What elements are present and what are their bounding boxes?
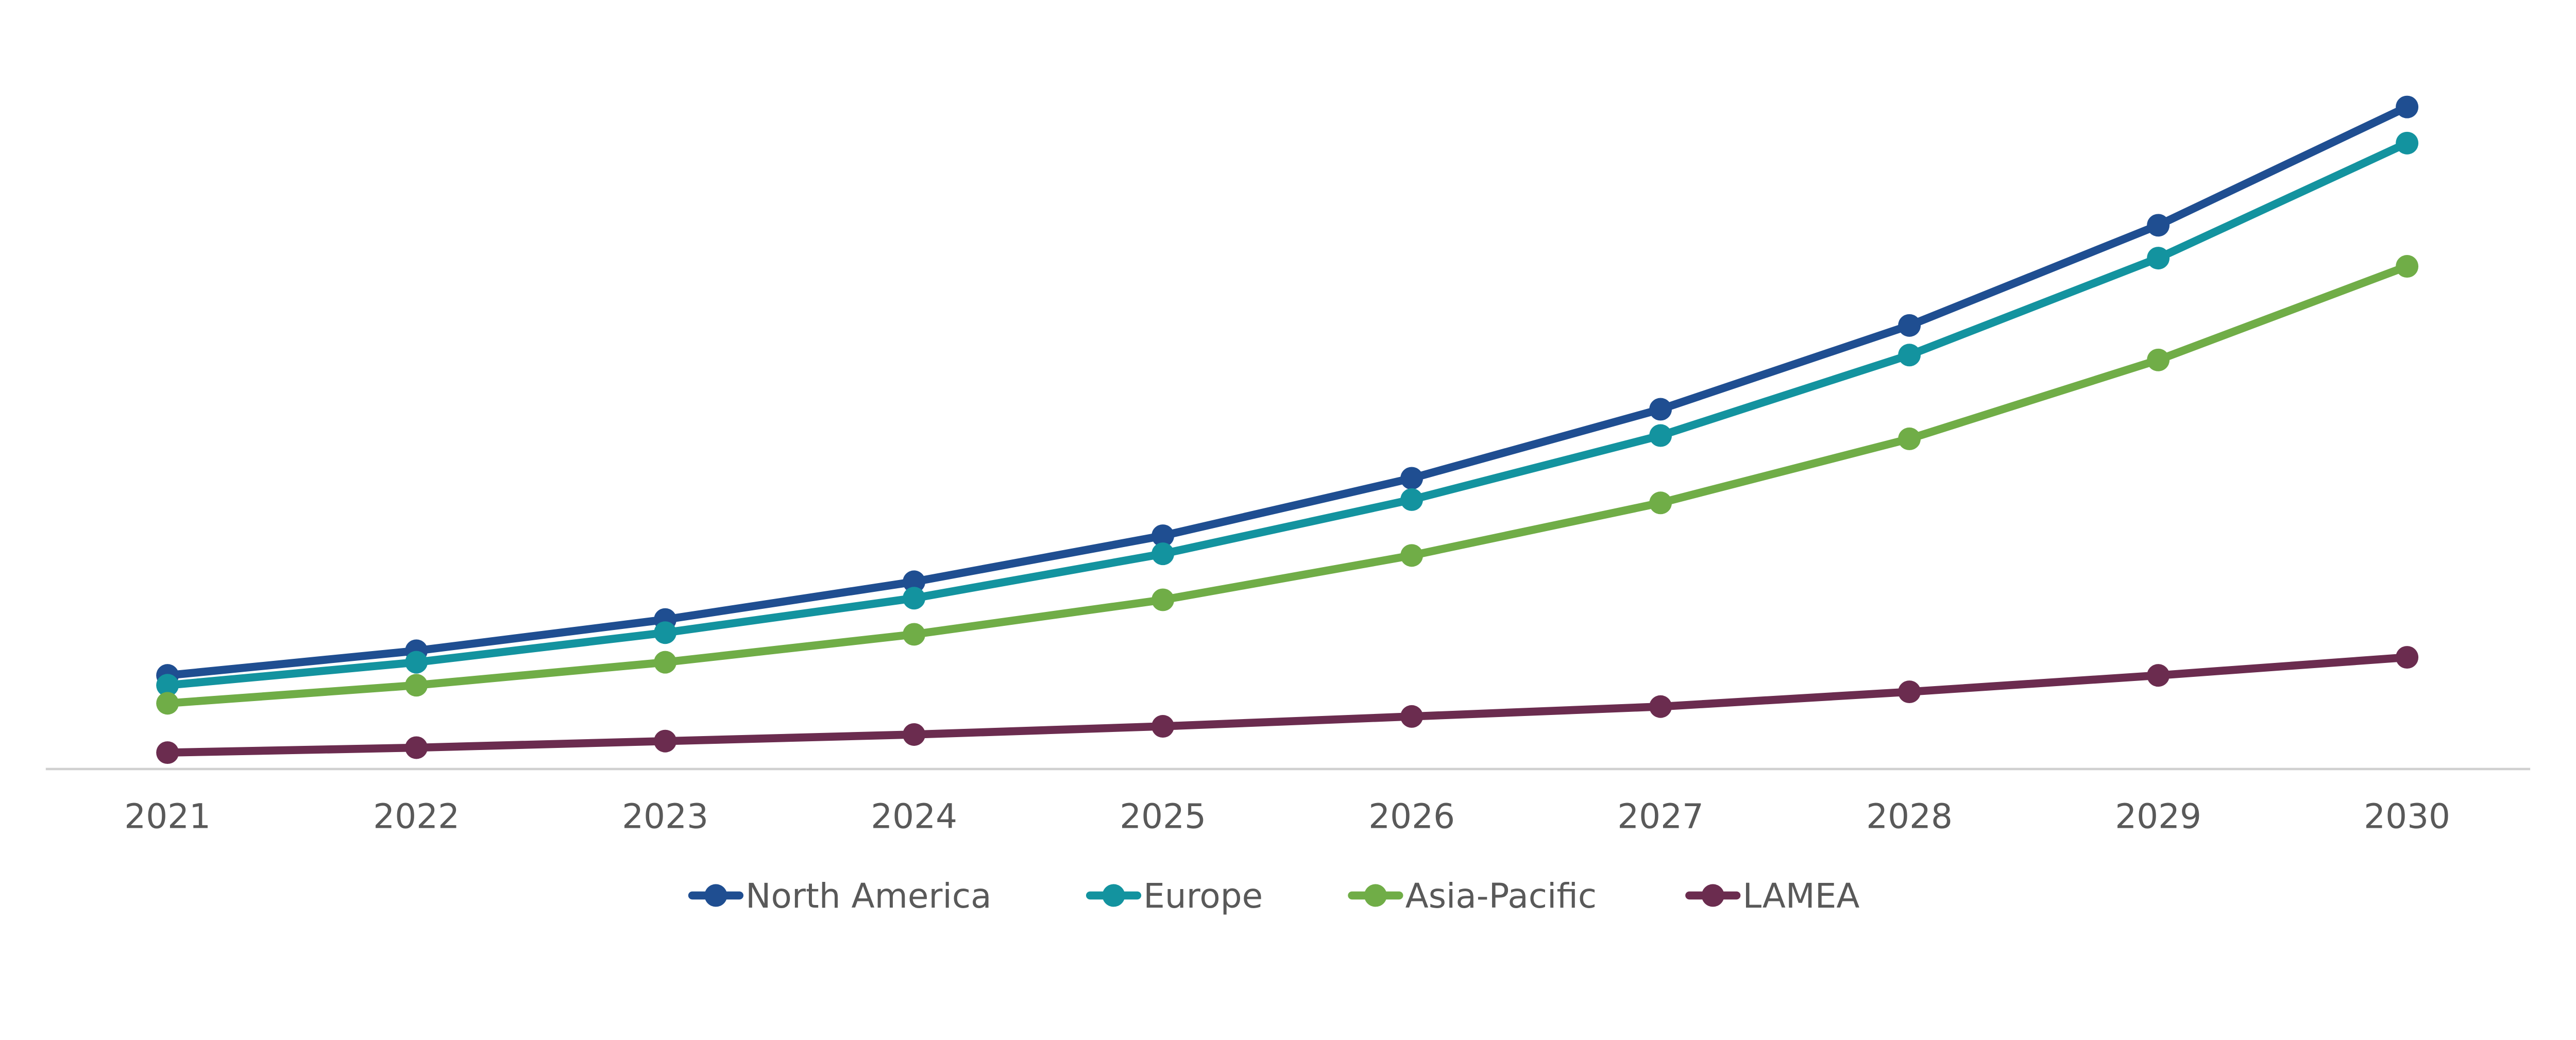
- data-point: [2147, 664, 2170, 687]
- data-point: [903, 587, 926, 610]
- data-point: [2147, 247, 2170, 270]
- data-point: [654, 651, 677, 674]
- data-point: [156, 741, 179, 764]
- data-point: [2147, 348, 2170, 371]
- series-line: [167, 103, 2409, 679]
- series-layer: [156, 95, 2419, 764]
- data-point: [405, 736, 428, 759]
- data-point: [903, 570, 926, 593]
- data-point: [1151, 715, 1175, 738]
- series-lamea: [156, 646, 2419, 764]
- series-europe: [156, 131, 2419, 697]
- legend: North America Europe Asia-Pacific LAMEA: [688, 876, 1860, 916]
- data-point: [2396, 255, 2419, 278]
- legend-dot-marker: [1102, 884, 1125, 907]
- data-point: [405, 651, 428, 674]
- x-tick-label: 2021: [124, 796, 211, 836]
- x-tick-label: 2027: [1617, 796, 1704, 836]
- legend-item[interactable]: Europe: [1086, 876, 1263, 916]
- data-point: [2396, 131, 2419, 155]
- legend-label: North America: [745, 876, 991, 916]
- x-tick-label: 2022: [373, 796, 460, 836]
- legend-item[interactable]: North America: [688, 876, 992, 916]
- data-point: [903, 623, 926, 646]
- data-point: [1400, 488, 1423, 511]
- data-point: [903, 723, 926, 746]
- data-point: [1649, 424, 1672, 447]
- data-point: [1898, 680, 1921, 704]
- legend-label: Asia-Pacific: [1405, 876, 1597, 916]
- data-point: [156, 674, 179, 697]
- series-line: [167, 653, 2408, 757]
- data-point: [654, 621, 677, 644]
- data-point: [1151, 542, 1175, 566]
- data-point: [1400, 467, 1423, 490]
- data-point: [2396, 646, 2419, 669]
- series-asia-pacific: [156, 255, 2419, 715]
- x-tick-label: 2023: [622, 796, 708, 836]
- data-point: [1151, 524, 1175, 548]
- line-chart: 2021 2022 2023 2024 2025 2026 2027 2028 2029 2030…: [45, 95, 2531, 916]
- x-tick-label: 2029: [2115, 796, 2201, 836]
- x-tick-label: 2030: [2364, 796, 2450, 836]
- series-line: [167, 262, 2409, 708]
- data-point: [2396, 95, 2419, 118]
- data-point: [1898, 344, 1921, 367]
- x-tick-label: 2026: [1368, 796, 1455, 836]
- data-point: [1649, 491, 1672, 515]
- data-point: [156, 692, 179, 715]
- x-tick-label: 2025: [1120, 796, 1206, 836]
- data-point: [1151, 588, 1175, 611]
- legend-item[interactable]: LAMEA: [1685, 876, 1860, 916]
- legend-dot-marker: [1364, 884, 1387, 907]
- data-point: [1898, 314, 1921, 337]
- data-point: [1400, 705, 1423, 728]
- data-point: [2147, 214, 2170, 237]
- data-point: [1649, 398, 1672, 421]
- legend-label: LAMEA: [1742, 876, 1859, 916]
- legend-label: Europe: [1143, 876, 1263, 916]
- x-tick-label: 2024: [871, 796, 957, 836]
- legend-dot-marker: [1701, 884, 1724, 907]
- data-point: [1898, 427, 1921, 450]
- data-point: [405, 674, 428, 697]
- legend-item[interactable]: Asia-Pacific: [1348, 876, 1597, 916]
- x-axis-ticks: 2021 2022 2023 2024 2025 2026 2027 2028 2029 2030: [124, 796, 2450, 836]
- data-point: [1649, 695, 1672, 718]
- legend-dot-marker: [704, 884, 727, 907]
- series-north-america: [156, 95, 2419, 687]
- x-tick-label: 2028: [1866, 796, 1953, 836]
- data-point: [1400, 544, 1423, 567]
- data-point: [654, 729, 677, 753]
- series-line: [167, 139, 2409, 690]
